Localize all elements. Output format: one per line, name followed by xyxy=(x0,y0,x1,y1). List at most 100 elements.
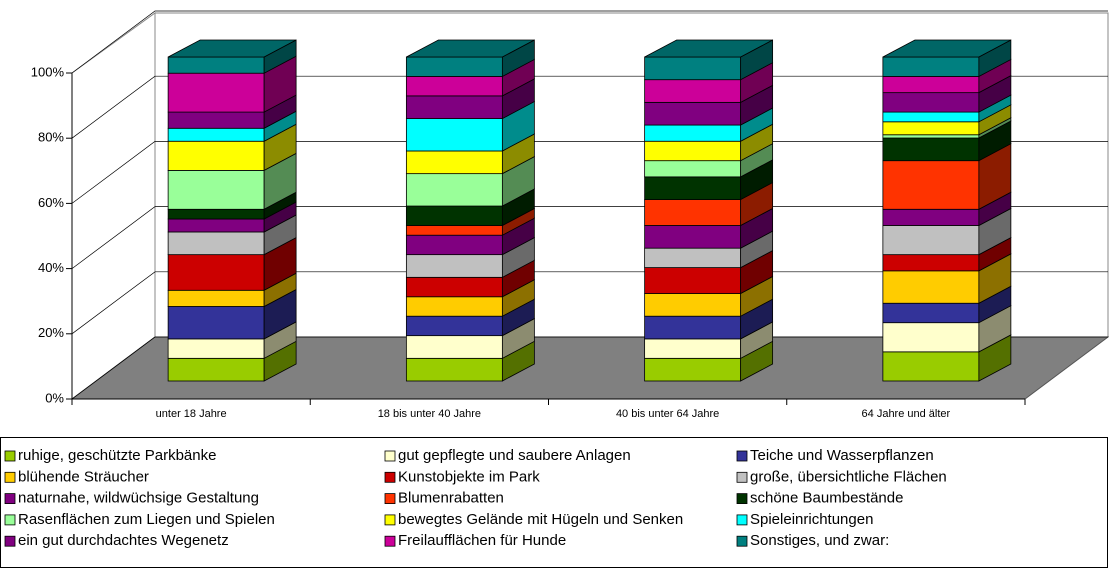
legend-label: ruhige, geschützte Parkbänke xyxy=(18,447,216,464)
bar-segment xyxy=(167,56,265,74)
legend-swatch xyxy=(384,471,396,483)
legend-label: Sonstiges, und zwar: xyxy=(750,532,889,549)
y-tick-label: 40% xyxy=(38,260,64,275)
legend-swatch xyxy=(736,535,748,547)
bar-segment xyxy=(644,293,742,317)
bar-top xyxy=(167,39,297,58)
bar-segment xyxy=(882,254,980,272)
bar-segment xyxy=(405,173,503,207)
grid-line xyxy=(71,141,1108,204)
bar-segment xyxy=(405,254,503,278)
bar-segment xyxy=(882,322,980,353)
bar-segment xyxy=(644,56,742,81)
bar-segment xyxy=(882,351,980,382)
bar-segment xyxy=(882,121,980,136)
x-tick-label: unter 18 Jahre xyxy=(156,408,227,420)
bar-segment xyxy=(644,101,742,126)
bar-top xyxy=(882,39,1012,58)
bar-segment xyxy=(882,137,980,162)
bar-segment xyxy=(405,56,503,77)
bar-segment xyxy=(882,270,980,304)
legend-label: Teiche und Wasserpflanzen xyxy=(750,447,934,464)
bar-top xyxy=(406,39,535,58)
bar-segment xyxy=(405,296,503,317)
bar-segment xyxy=(882,225,980,256)
bar-segment xyxy=(405,234,503,256)
bar-segment xyxy=(644,247,742,269)
legend-swatch xyxy=(4,450,16,462)
legend-label: ein gut durchdachtes Wegenetz xyxy=(18,532,229,549)
bar-segment xyxy=(167,208,265,220)
bar-segment xyxy=(882,208,980,226)
bar-segment xyxy=(882,134,980,139)
bar-segment xyxy=(644,267,742,294)
bar-segment xyxy=(644,79,742,103)
legend-label: blühende Sträucher xyxy=(18,468,149,485)
bar-segment xyxy=(167,127,265,142)
legend-swatch xyxy=(4,493,16,505)
y-tick-label: 20% xyxy=(38,325,64,340)
legend-label: bewegtes Gelände mit Hügeln und Senken xyxy=(398,511,683,528)
bar-segment xyxy=(644,338,742,359)
legend-label: Spieleinrichtungen xyxy=(750,511,873,528)
bar-segment xyxy=(644,176,742,200)
bar-segment xyxy=(644,357,742,382)
bar-segment xyxy=(644,225,742,249)
legend-box xyxy=(0,437,1108,568)
bar-segment xyxy=(882,160,980,210)
bar-segment xyxy=(405,118,503,152)
bar-segment xyxy=(405,276,503,298)
bar-segment xyxy=(167,231,265,256)
bar-segment xyxy=(644,199,742,226)
x-tick-label: 64 Jahre und älter xyxy=(862,408,951,420)
legend-label: Blumenrabatten xyxy=(398,490,504,507)
bar-segment xyxy=(167,254,265,291)
legend-swatch xyxy=(4,514,16,526)
bar-segment xyxy=(405,335,503,359)
bar-segment xyxy=(405,357,503,382)
legend-swatch xyxy=(736,493,748,505)
bar-segment xyxy=(405,76,503,97)
legend-swatch xyxy=(384,535,396,547)
legend-swatch xyxy=(384,514,396,526)
bar-segment xyxy=(167,338,265,359)
grid-line xyxy=(71,10,1108,74)
bar-segment xyxy=(644,124,742,142)
bar-segment xyxy=(405,225,503,236)
bar-segment xyxy=(644,315,742,340)
bar-segment xyxy=(167,169,265,210)
y-tick-label: 60% xyxy=(38,195,64,210)
bar-segment xyxy=(167,306,265,340)
bar-segment xyxy=(882,76,980,94)
bar-segment xyxy=(644,140,742,162)
legend-swatch xyxy=(4,535,16,547)
legend-label: Rasenflächen zum Liegen und Spielen xyxy=(18,511,275,528)
bar-segment xyxy=(167,72,265,113)
grid-line xyxy=(71,336,1108,400)
legend-swatch xyxy=(736,514,748,526)
bar-top xyxy=(644,39,773,58)
bar-segment xyxy=(882,56,980,77)
bar-segment xyxy=(882,111,980,123)
legend-label: große, übersichtliche Flächen xyxy=(750,468,947,485)
bar-segment xyxy=(405,205,503,226)
x-tick-label: 18 bis unter 40 Jahre xyxy=(378,408,481,420)
legend-swatch xyxy=(736,450,748,462)
legend-label: Kunstobjekte im Park xyxy=(398,468,540,485)
bar-segment xyxy=(167,140,265,171)
bar-segment xyxy=(882,302,980,324)
legend-label: schöne Baumbestände xyxy=(750,490,903,507)
bar-segment xyxy=(167,289,265,307)
legend-label: gut gepflegte und saubere Anlagen xyxy=(398,447,631,464)
legend-swatch xyxy=(384,493,396,505)
side-wall xyxy=(71,12,156,400)
bar-segment xyxy=(882,92,980,113)
grid-line xyxy=(71,206,1108,269)
y-tick-label: 0% xyxy=(45,390,64,405)
legend-swatch xyxy=(4,471,16,483)
bar-segment xyxy=(167,111,265,129)
legend-label: naturnahe, wildwüchsige Gestaltung xyxy=(18,490,259,507)
legend-label: Freilaufflächen für Hunde xyxy=(398,532,566,549)
bar-segment xyxy=(405,315,503,337)
